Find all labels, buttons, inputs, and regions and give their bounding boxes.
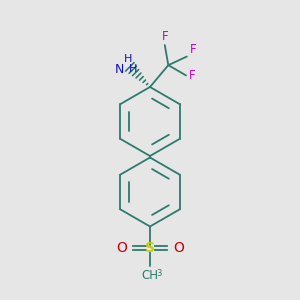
Text: O: O (116, 241, 127, 255)
Text: 3: 3 (157, 268, 162, 278)
Text: H: H (129, 64, 137, 74)
Text: F: F (189, 69, 196, 82)
Text: H: H (124, 54, 133, 64)
Text: F: F (161, 30, 168, 43)
Text: N: N (115, 63, 124, 76)
Text: F: F (190, 43, 196, 56)
Text: S: S (145, 241, 155, 255)
Text: O: O (173, 241, 184, 255)
Text: CH: CH (142, 269, 158, 282)
